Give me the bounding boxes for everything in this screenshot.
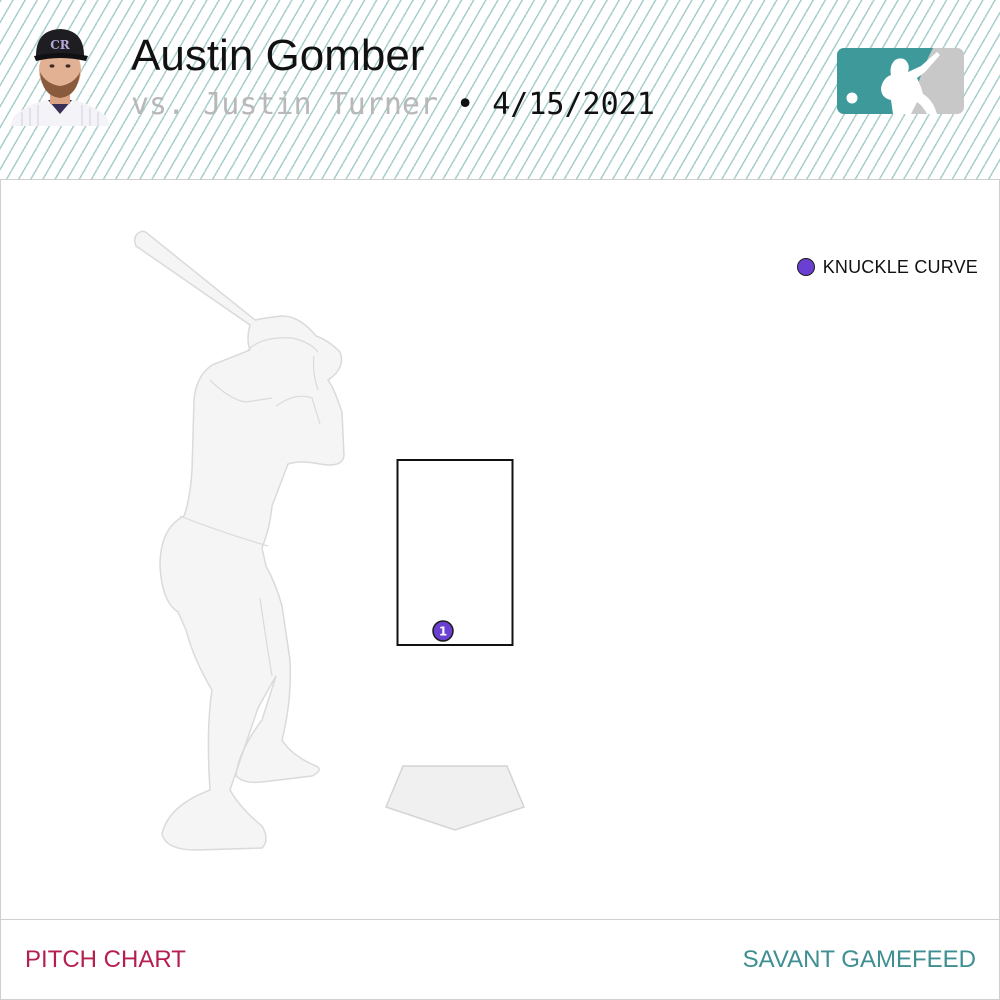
strike-zone [396, 459, 514, 646]
separator-dot: • [456, 87, 475, 122]
pitch-marker[interactable]: 1 [432, 620, 454, 642]
pitch-marker-number: 1 [439, 625, 447, 639]
savant-gamefeed-link[interactable]: SAVANT GAMEFEED [742, 946, 976, 973]
pitch-chart: 1 [133, 230, 526, 851]
svg-text:CR: CR [50, 38, 71, 52]
matchup-line: vs. Justin Turner • 4/15/2021 [131, 86, 655, 124]
batter-name: vs. Justin Turner [131, 87, 439, 122]
pitch-markers: 1 [432, 620, 454, 642]
game-date: 4/15/2021 [492, 87, 655, 122]
batter-silhouette [133, 230, 345, 851]
mlb-logo-icon [837, 48, 964, 114]
home-plate [384, 765, 526, 831]
legend-dot-icon [796, 258, 815, 276]
legend-label: KNUCKLE CURVE [822, 256, 978, 277]
footer: PITCH CHART SAVANT GAMEFEED [0, 919, 1000, 1000]
player-headshot-icon: CR [10, 29, 110, 126]
header: CR Austin Gomber vs. Justin Turner • 4/1… [0, 0, 1000, 180]
legend: KNUCKLE CURVE [796, 256, 978, 278]
pitcher-name: Austin Gomber [131, 31, 425, 80]
pitch-marker-circle[interactable] [432, 620, 454, 642]
pitch-chart-link[interactable]: PITCH CHART [25, 946, 186, 973]
